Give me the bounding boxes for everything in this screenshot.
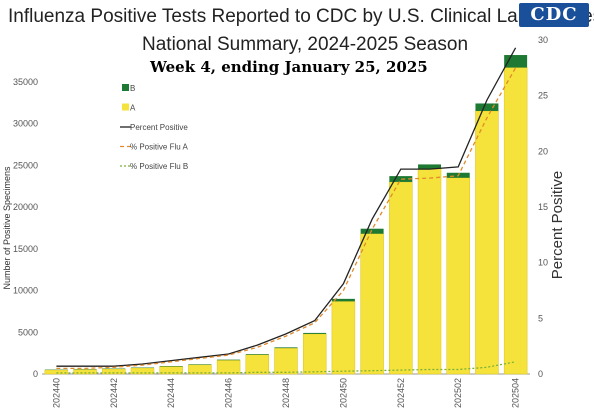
y-axis-label-right: Percent Positive xyxy=(549,171,566,279)
y-tick-label: 0 xyxy=(33,369,38,379)
bar-flu-a xyxy=(159,366,183,375)
bar-flu-a xyxy=(216,359,241,375)
y-right-tick-label: 25 xyxy=(538,91,548,101)
legend-label: % Positive Flu A xyxy=(130,143,188,152)
y-tick-label: 20000 xyxy=(13,202,38,212)
bar-flu-b xyxy=(245,354,269,355)
bar-flu-a xyxy=(417,168,442,375)
cdc-logo: CDC xyxy=(519,3,589,27)
bar-flu-a xyxy=(245,354,270,375)
x-tick-label: 202502 xyxy=(453,378,463,408)
bar-flu-a xyxy=(389,181,413,375)
bar-flu-a xyxy=(302,333,327,375)
x-tick-label: 202450 xyxy=(338,378,348,408)
bar-flu-a xyxy=(44,369,69,375)
bar-flu-a xyxy=(475,110,499,375)
x-tick-label: 202446 xyxy=(224,378,234,408)
bar-flu-b xyxy=(159,365,183,367)
chart-title-line2: National Summary, 2024-2025 Season xyxy=(142,34,469,55)
y-tick-label: 10000 xyxy=(13,286,38,296)
bar-flu-a xyxy=(274,347,298,375)
bar-series xyxy=(44,55,528,375)
legend-label: % Positive Flu B xyxy=(130,162,188,171)
y-right-tick-label: 5 xyxy=(538,313,543,323)
bar-flu-b xyxy=(274,347,298,349)
y-tick-label: 35000 xyxy=(13,77,38,87)
bar-flu-a xyxy=(446,177,470,375)
chart-legend: B A Percent Positive % Positive Flu A % Posi… xyxy=(120,84,188,171)
legend-swatch-a xyxy=(122,103,129,111)
x-tick-label: 202504 xyxy=(511,378,521,408)
chart-title-line1: Influenza Positive Tests Reported to CDC… xyxy=(8,6,594,27)
bar-flu-a xyxy=(360,233,384,375)
bar-flu-b xyxy=(331,298,355,302)
y-tick-label: 30000 xyxy=(13,119,38,129)
x-tick-label: 202448 xyxy=(281,378,291,408)
bar-flu-b xyxy=(360,228,384,234)
bar-flu-b xyxy=(303,332,327,334)
line-percent-positive xyxy=(56,47,517,367)
line-positive-flu-b xyxy=(56,361,516,374)
line-series xyxy=(56,47,517,374)
legend-label: A xyxy=(130,104,136,113)
line-positive-flu-a xyxy=(56,67,517,370)
y-tick-label: 5000 xyxy=(18,327,38,337)
chart-subtitle: Week 4, ending January 25, 2025 xyxy=(150,58,428,76)
x-tick-label: 202440 xyxy=(51,378,61,408)
x-tick-label: 202452 xyxy=(396,378,406,408)
y-right-tick-label: 20 xyxy=(538,146,548,156)
legend-swatch-b xyxy=(122,84,129,91)
y-right-tick-label: 0 xyxy=(538,369,543,379)
bar-flu-a xyxy=(503,67,528,375)
x-tick-label: 202444 xyxy=(166,378,176,408)
y-axis-label: Number of Positive Specimens xyxy=(2,166,12,290)
bar-flu-a xyxy=(130,367,155,375)
bar-flu-b xyxy=(217,359,241,361)
bar-flu-a xyxy=(188,364,212,375)
bar-flu-a xyxy=(331,301,356,375)
bar-flu-b xyxy=(418,164,442,169)
y-tick-label: 25000 xyxy=(13,160,38,170)
legend-label: B xyxy=(130,84,135,93)
y-right-tick-label: 30 xyxy=(538,35,548,45)
y-tick-label: 15000 xyxy=(13,244,38,254)
bar-flu-b xyxy=(389,176,413,182)
y-right-tick-label: 10 xyxy=(538,258,548,268)
legend-label: Percent Positive xyxy=(130,123,188,132)
bar-flu-b xyxy=(475,103,499,111)
y-right-tick-label: 15 xyxy=(538,202,548,212)
bar-flu-b xyxy=(188,364,212,365)
x-tick-label: 202442 xyxy=(109,378,119,408)
cdc-logo-text: CDC xyxy=(530,4,578,25)
